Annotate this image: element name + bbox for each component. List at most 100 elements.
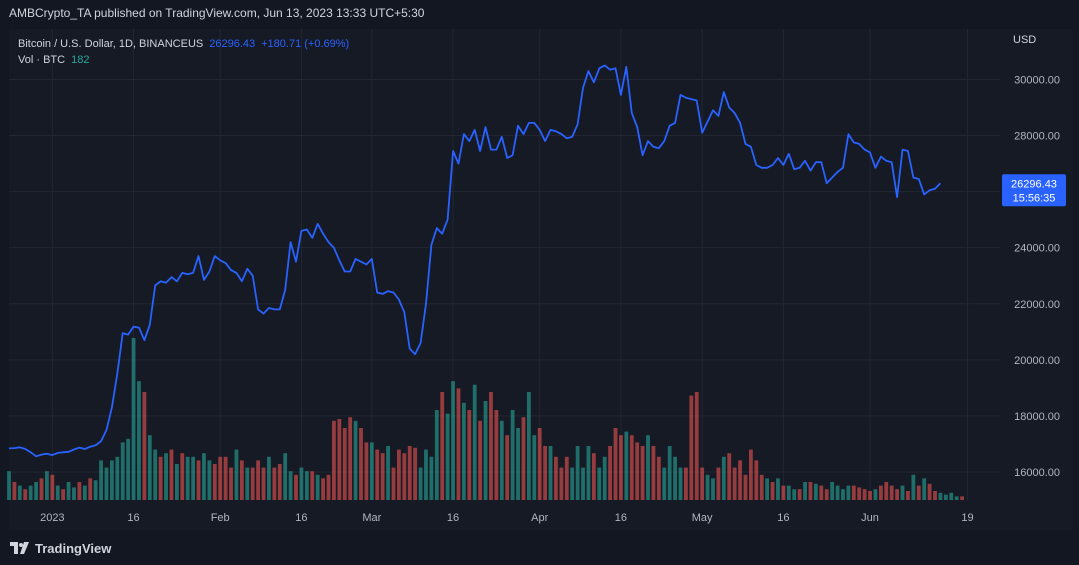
volume-bar — [537, 428, 542, 500]
volume-bar — [868, 491, 872, 500]
volume-bar — [250, 467, 255, 500]
price-tick-label: 22000.00 — [1014, 299, 1060, 311]
volume-bar — [602, 456, 607, 500]
time-tick-label: 16 — [777, 512, 789, 524]
volume-bar — [277, 464, 282, 500]
volume-bar — [337, 419, 342, 500]
volume-bar — [218, 456, 223, 500]
volume-bar — [191, 456, 196, 500]
volume-bar — [651, 446, 656, 500]
time-tick-label: Feb — [211, 512, 230, 524]
time-tick-label: Apr — [531, 512, 548, 524]
volume-bar — [554, 456, 558, 500]
volume-bar — [321, 478, 325, 500]
volume-bar — [77, 482, 82, 500]
volume-bar — [851, 485, 856, 500]
volume-bar — [380, 453, 385, 500]
volume-bar — [916, 485, 921, 500]
volume-bar — [142, 392, 147, 500]
legend-change: +180.71 (+0.69%) — [261, 38, 350, 50]
volume-bar — [429, 456, 434, 500]
volume-bar — [283, 453, 288, 500]
volume-bar — [889, 485, 894, 500]
tradingview-logo-icon — [10, 542, 29, 554]
volume-bar — [164, 453, 168, 500]
volume-bar — [786, 485, 791, 500]
volume-bar — [245, 467, 250, 500]
volume-bar — [137, 381, 141, 500]
volume-bar — [72, 487, 76, 500]
volume-bar — [234, 449, 239, 500]
volume-bar — [17, 485, 22, 500]
volume-bar — [673, 456, 677, 500]
volume-bar — [770, 482, 775, 500]
volume-bar — [369, 442, 374, 500]
chart-legend: Bitcoin / U.S. Dollar, 1D, BINANCEUS 262… — [18, 36, 349, 68]
volume-bar — [765, 478, 770, 500]
volume-bar — [613, 428, 618, 500]
volume-bar — [353, 420, 358, 500]
volume-bar — [835, 485, 840, 500]
time-tick-label: 16 — [295, 512, 307, 524]
volume-bar — [256, 460, 261, 500]
volume-bar — [938, 492, 943, 500]
volume-bar — [461, 402, 466, 500]
volume-bar — [776, 478, 780, 500]
volume-bar — [483, 401, 488, 500]
price-axis-ticks: 16000.00 18000.00 20000.00 22000.00 24000.00… — [1014, 74, 1060, 479]
volume-bar — [489, 392, 493, 500]
time-tick-label: Jun — [861, 512, 879, 524]
volume-bar — [45, 471, 49, 500]
volume-bar — [743, 474, 748, 500]
symbol-description[interactable]: Bitcoin / U.S. Dollar, 1D, BINANCEUS — [18, 38, 204, 50]
volume-bar — [66, 482, 71, 500]
volume-bar — [559, 467, 564, 500]
volume-bar — [824, 489, 829, 500]
volume-bar — [7, 471, 11, 500]
volume-bars — [7, 338, 964, 500]
volume-bar — [640, 446, 645, 500]
volume-bar — [949, 492, 954, 500]
volume-bar — [792, 489, 797, 500]
volume-bar — [943, 494, 948, 500]
volume-bar — [386, 446, 390, 500]
volume-bar — [207, 460, 212, 500]
volume-bar — [646, 435, 650, 500]
price-tick-label: 24000.00 — [1014, 243, 1060, 255]
volume-bar — [267, 456, 271, 500]
time-tick-label: May — [692, 512, 713, 524]
volume-bar — [727, 453, 732, 500]
volume-bar — [721, 456, 726, 500]
volume-bar — [407, 446, 412, 500]
volume-bar — [619, 435, 623, 500]
currency-label[interactable]: USD — [1013, 34, 1037, 46]
volume-bar — [884, 482, 889, 500]
volume-bar — [575, 446, 580, 500]
volume-bar — [656, 456, 661, 500]
legend-price: 26296.43 — [209, 38, 256, 50]
volume-bar — [202, 453, 206, 500]
volume-bar — [359, 428, 363, 500]
time-tick-label: 16 — [615, 512, 627, 524]
volume-label[interactable]: Vol · BTC — [18, 54, 66, 66]
volume-bar — [158, 456, 163, 500]
volume-bar — [223, 456, 228, 500]
time-tick-label: 2023 — [40, 512, 64, 524]
volume-bar — [424, 449, 428, 500]
volume-bar — [830, 482, 835, 500]
volume-bar — [131, 338, 136, 500]
time-tick-label: 16 — [127, 512, 139, 524]
volume-bar — [548, 446, 553, 500]
volume-bar — [624, 431, 629, 500]
volume-bar — [954, 496, 959, 500]
price-line-group — [8, 64, 942, 458]
publish-header: AMBCrypto_TA published on TradingView.co… — [9, 6, 425, 20]
volume-bar — [169, 449, 174, 500]
volume-bar — [93, 480, 98, 500]
volume-bar — [813, 483, 818, 500]
volume-bar — [342, 428, 347, 500]
volume-bar — [505, 435, 510, 500]
time-tick-label: 19 — [961, 512, 973, 524]
volume-bar — [104, 467, 109, 500]
